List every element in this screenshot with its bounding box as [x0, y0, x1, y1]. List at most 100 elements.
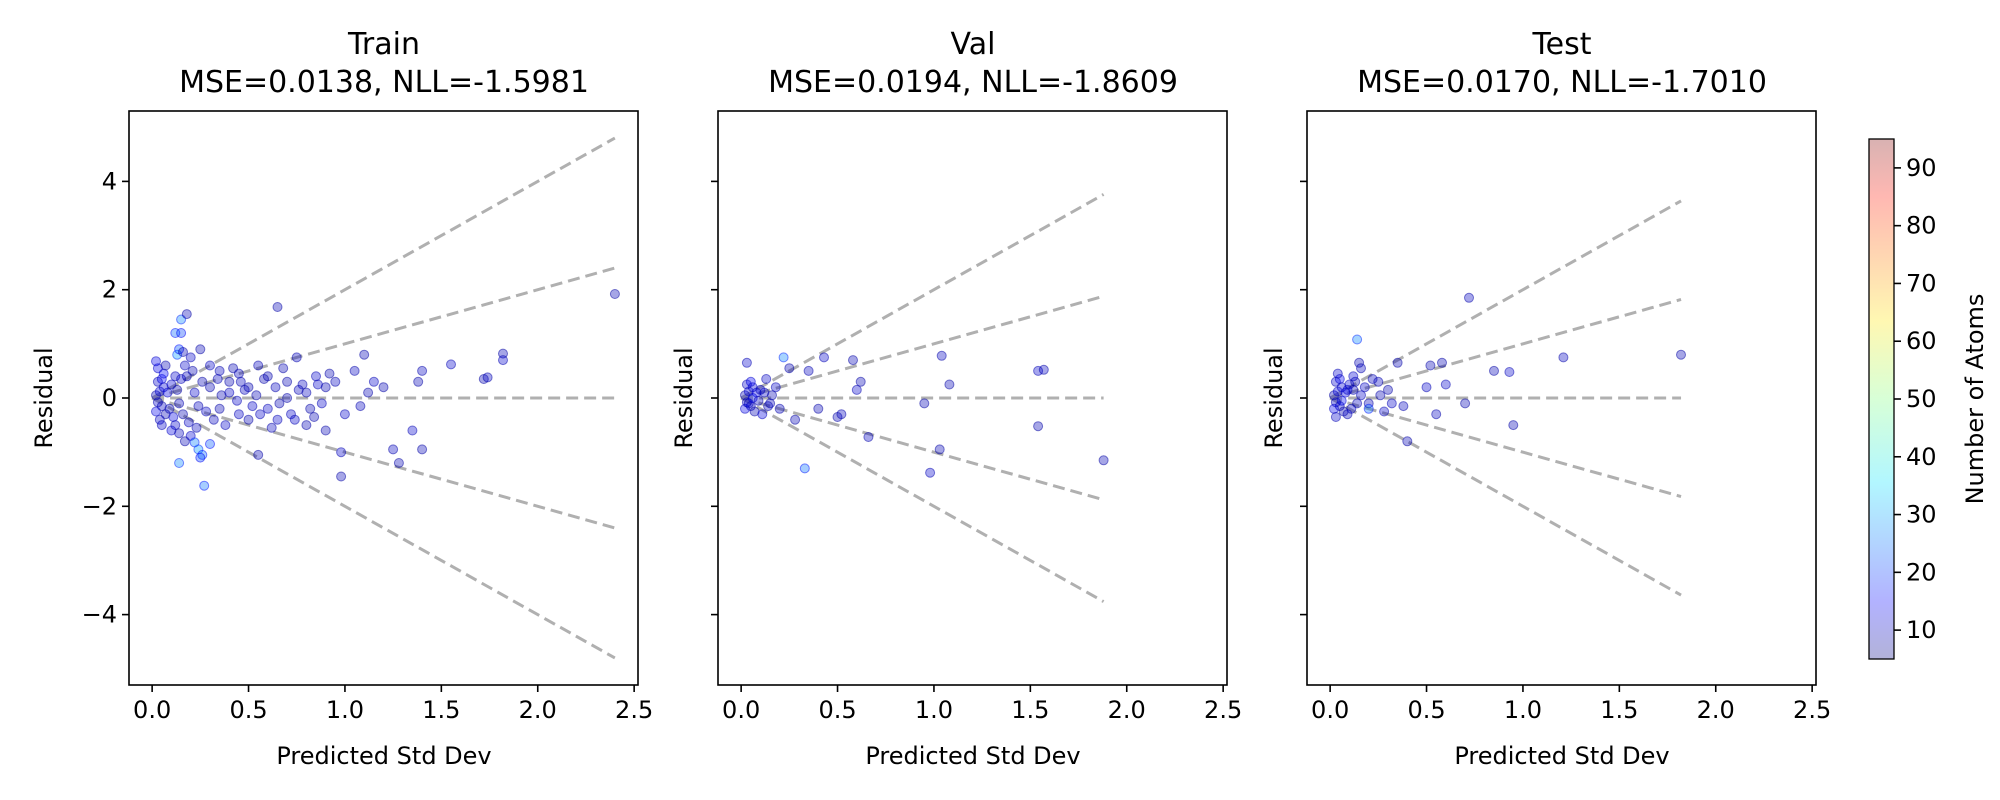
data-point: [813, 403, 824, 414]
data-point: [498, 355, 508, 366]
data-point: [228, 363, 239, 374]
data-point: [368, 376, 379, 387]
data-point: [759, 387, 770, 398]
data-point: [301, 387, 312, 398]
data-point: [934, 444, 945, 455]
data-point: [162, 387, 173, 398]
data-point: [1098, 455, 1109, 466]
data-point: [747, 393, 758, 403]
guide-line: [740, 396, 1105, 502]
data-point: [286, 409, 296, 420]
data-point: [836, 409, 847, 420]
data-point: [359, 349, 370, 360]
panel-metrics: MSE=0.0138, NLL=-1.5981: [179, 65, 589, 100]
data-point: [189, 437, 200, 448]
data-point: [291, 352, 302, 363]
data-point: [164, 403, 175, 414]
data-point: [1379, 406, 1390, 417]
data-point: [388, 444, 399, 455]
data-point: [1398, 401, 1409, 412]
data-point: [214, 403, 225, 414]
data-point: [247, 401, 258, 412]
colorbar: Number of Atoms 10 20 30 40 50 60 70 80 90: [1868, 138, 1989, 660]
axes-frame: [128, 110, 639, 686]
data-point: [1363, 398, 1374, 409]
data-point: [174, 458, 185, 468]
data-point: [160, 360, 171, 371]
data-point: [1367, 374, 1378, 384]
data-point: [324, 368, 335, 379]
x-tick-label: 1.0: [1504, 696, 1542, 724]
data-point: [183, 417, 194, 428]
data-point: [609, 289, 620, 299]
panel-title: Test: [1531, 27, 1591, 62]
data-point: [1373, 376, 1384, 387]
data-point: [1342, 384, 1353, 395]
data-point: [305, 403, 316, 414]
data-point: [187, 365, 198, 376]
x-tick-label: 0.5: [818, 696, 856, 724]
data-point: [799, 463, 810, 474]
data-point: [282, 393, 293, 403]
x-tick-label: 2.0: [1108, 696, 1146, 724]
data-point: [336, 471, 347, 482]
data-point: [1558, 352, 1569, 363]
y-tick-label: −4: [82, 601, 117, 629]
x-tick-label: 0.5: [1407, 696, 1445, 724]
data-point: [761, 374, 772, 384]
x-axis-label: Predicted Std Dev: [1454, 742, 1669, 770]
y-ticks: [711, 180, 718, 616]
y-ticks: [1300, 180, 1307, 616]
data-point: [1504, 367, 1515, 377]
data-point: [784, 363, 795, 374]
data-point: [266, 422, 277, 433]
guide-line: [1329, 396, 1682, 597]
data-point: [235, 376, 246, 387]
guide-line: [151, 396, 616, 530]
data-point: [214, 365, 225, 376]
panel-metrics: MSE=0.0170, NLL=-1.7010: [1357, 65, 1767, 100]
data-point: [417, 444, 428, 455]
x-tick-label: 0.5: [229, 696, 267, 724]
data-point: [1386, 398, 1397, 409]
data-point: [1392, 357, 1403, 368]
data-point: [753, 395, 764, 406]
data-point: [363, 387, 374, 398]
data-point: [336, 447, 347, 458]
data-point: [174, 428, 185, 439]
data-point: [1348, 371, 1359, 382]
data-point: [1383, 384, 1393, 395]
data-point: [233, 409, 244, 420]
guide-line: [1329, 199, 1682, 400]
data-point: [1508, 420, 1519, 431]
y-tick-label: −2: [82, 492, 117, 520]
colorbar-tick-label: 10: [1906, 616, 1937, 644]
data-point: [301, 420, 312, 431]
data-point: [297, 379, 308, 390]
data-point: [156, 420, 167, 431]
data-point: [255, 409, 266, 420]
data-point: [174, 398, 185, 409]
data-point: [330, 376, 341, 387]
data-point: [745, 376, 756, 387]
data-point: [282, 376, 293, 387]
guide-line: [1329, 396, 1682, 498]
data-point: [189, 387, 200, 398]
x-tick-label: 1.5: [422, 696, 460, 724]
data-point: [770, 382, 781, 393]
guide-lines: [740, 193, 1105, 603]
data-point: [262, 403, 273, 414]
data-point: [1676, 349, 1686, 360]
data-point: [819, 352, 829, 363]
data-point: [253, 449, 264, 460]
data-point: [205, 382, 215, 393]
data-point: [208, 414, 219, 425]
data-point: [1363, 403, 1374, 414]
data-point: [349, 365, 360, 376]
data-point: [765, 398, 776, 409]
y-axis-label: Residual: [30, 347, 58, 448]
y-tick-label: 4: [102, 167, 117, 195]
data-point: [1359, 382, 1370, 393]
data-point: [185, 352, 196, 363]
colorbar-tick-label: 30: [1906, 501, 1937, 529]
